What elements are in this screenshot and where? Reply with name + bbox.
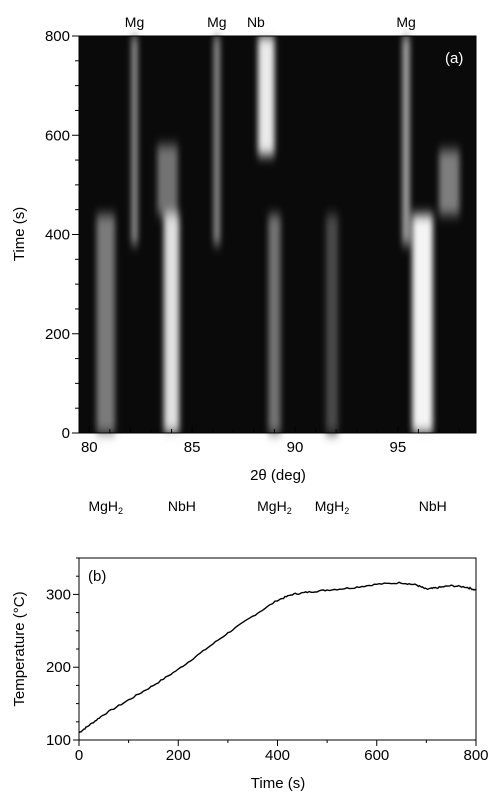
bottom-phase-label: MgH2: [315, 498, 350, 516]
x-tick-label: 800: [463, 747, 488, 764]
heatmap-y-ticks: 0 200 400 600 800: [45, 28, 79, 442]
top-peak-label: Mg: [207, 14, 226, 30]
x-tick-label: 600: [364, 747, 389, 764]
y-tick-label: 400: [45, 227, 70, 244]
heatmap-peak-band: [163, 214, 180, 433]
y-tick-label: 200: [46, 659, 71, 676]
heatmap-x-axis-label: 2θ (deg): [250, 467, 306, 484]
y-tick-label: 200: [45, 326, 70, 343]
top-peak-label: Mg: [396, 14, 415, 30]
heatmap-peak-band: [412, 214, 433, 433]
heatmap-peak-band: [131, 36, 138, 245]
bottom-phase-label: MgH2: [257, 498, 292, 516]
top-peak-labels: Mg Mg Nb Mg: [125, 14, 416, 30]
line-x-ticks: 0 200 400 600 800: [75, 740, 489, 764]
x-tick-label: 0: [75, 747, 83, 764]
heatmap-features: [96, 36, 460, 433]
y-tick-label: 600: [45, 127, 70, 144]
heatmap-peak-band: [325, 214, 339, 433]
bottom-phase-label: NbH: [168, 498, 196, 514]
y-tick-label: 300: [46, 586, 71, 603]
top-peak-label: Nb: [247, 14, 265, 30]
bottom-phase-label: MgH2: [88, 498, 123, 516]
subscript: 2: [344, 506, 349, 516]
x-tick-label: 95: [389, 439, 406, 456]
heatmap-peak-band: [157, 145, 178, 215]
subscript: 2: [118, 506, 123, 516]
line-y-ticks: 100 200 300: [46, 557, 79, 749]
heatmap-peak-band: [213, 36, 220, 245]
heatmap-peak-band: [438, 150, 460, 215]
line-x-axis-label: Time (s): [251, 775, 305, 792]
y-tick-label: 100: [46, 732, 71, 749]
bottom-peak-labels: MgH2 NbH MgH2 MgH2 NbH: [88, 498, 446, 516]
temperature-series-line: [78, 581, 477, 734]
line-y-axis-label: Temperature (°C): [11, 591, 28, 706]
panel-a: Mg Mg Nb Mg MgH2 NbH MgH2 MgH2 NbH 80 85 90 95 020…: [11, 14, 477, 516]
x-tick-label: 80: [81, 439, 98, 456]
x-tick-label: 200: [166, 747, 191, 764]
panel-b: 0 200 400 600 800 100 200 300 (b) Time (s) Tem…: [11, 557, 489, 792]
panel-a-label: (a): [445, 50, 463, 67]
heatmap-y-axis-label: Time (s): [11, 207, 28, 261]
y-tick-label: 800: [45, 28, 70, 45]
panel-b-label: (b): [88, 568, 106, 585]
x-tick-label: 90: [287, 439, 304, 456]
x-tick-label: 85: [184, 439, 201, 456]
y-tick-label: 0: [62, 425, 70, 442]
heatmap-peak-band: [257, 36, 275, 156]
top-peak-label: Mg: [125, 14, 144, 30]
subscript: 2: [287, 506, 292, 516]
heatmap-peak-band: [402, 36, 410, 245]
line-chart-frame: [78, 557, 477, 741]
x-tick-label: 400: [265, 747, 290, 764]
heatmap-peak-band: [96, 214, 115, 433]
heatmap-peak-band: [268, 214, 281, 433]
bottom-phase-label: NbH: [419, 498, 447, 514]
heatmap-x-ticks: 80 85 90 95: [81, 426, 461, 456]
